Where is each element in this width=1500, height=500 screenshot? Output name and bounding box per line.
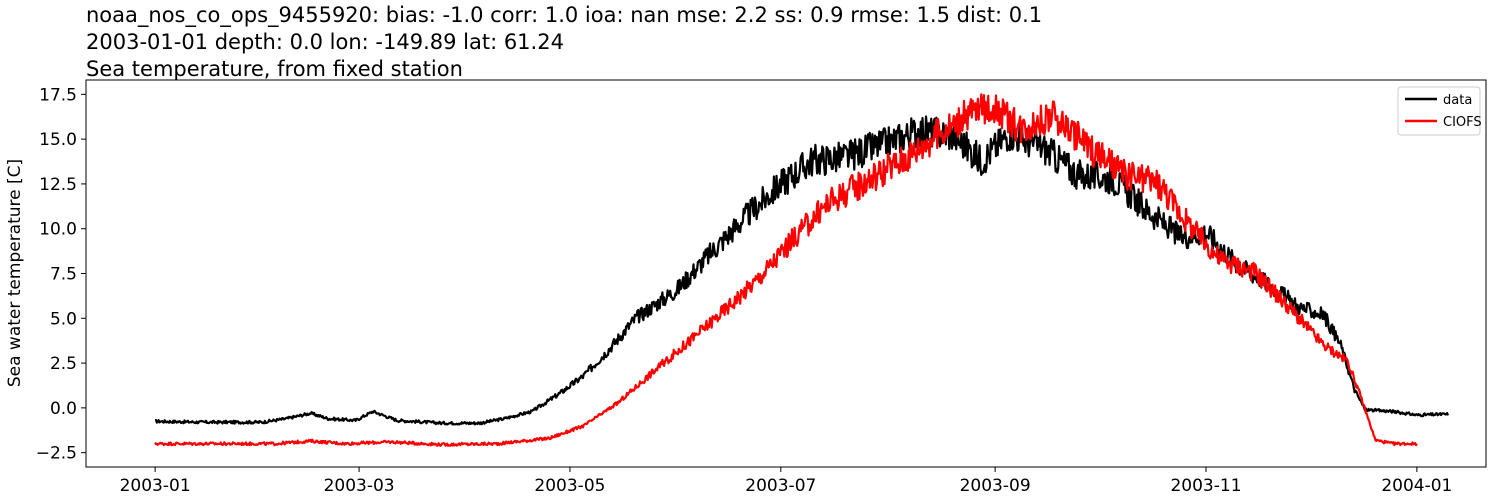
x-tick-label: 2003-01 (120, 476, 191, 496)
chart-title-line-3: Sea temperature, from fixed station (86, 57, 463, 81)
y-tick-label: −2.5 (36, 444, 77, 464)
y-axis-label: Sea water temperature [C] (5, 159, 25, 387)
x-tick-label: 2003-07 (745, 476, 816, 496)
chart-title-line-1: noaa_nos_co_ops_9455920: bias: -1.0 corr… (86, 3, 1043, 27)
y-tick-label: 0.0 (50, 399, 77, 419)
legend-label-ciofs: CIOFS (1443, 115, 1482, 130)
y-tick-label: 10.0 (39, 220, 77, 240)
x-tick-label: 2004-01 (1381, 476, 1452, 496)
series-layer (154, 93, 1450, 447)
y-tick-label: 12.5 (39, 175, 77, 195)
y-tick-label: 7.5 (50, 265, 77, 285)
x-axis: 2003-01 2003-03 2003-05 2003-07 2003-09 2003-… (120, 467, 1452, 496)
axes-frame (85, 79, 1487, 468)
series-line-data (154, 115, 1450, 426)
x-tick-label: 2003-05 (534, 476, 605, 496)
y-axis: −2.5 0.0 2.5 5.0 7.5 10.0 12.5 15.0 17.5 (36, 85, 86, 464)
x-tick-label: 2003-03 (324, 476, 395, 496)
y-tick-label: 17.5 (39, 85, 77, 105)
y-tick-label: 2.5 (50, 354, 77, 374)
y-tick-label: 15.0 (39, 130, 77, 150)
series-line-ciofs (154, 93, 1418, 447)
chart-title-line-2: 2003-01-01 depth: 0.0 lon: -149.89 lat: … (86, 30, 564, 54)
x-tick-label: 2003-11 (1170, 476, 1241, 496)
x-tick-label: 2003-09 (960, 476, 1031, 496)
y-tick-label: 5.0 (50, 309, 77, 329)
legend: data CIOFS (1397, 86, 1482, 136)
legend-label-data: data (1443, 93, 1472, 108)
